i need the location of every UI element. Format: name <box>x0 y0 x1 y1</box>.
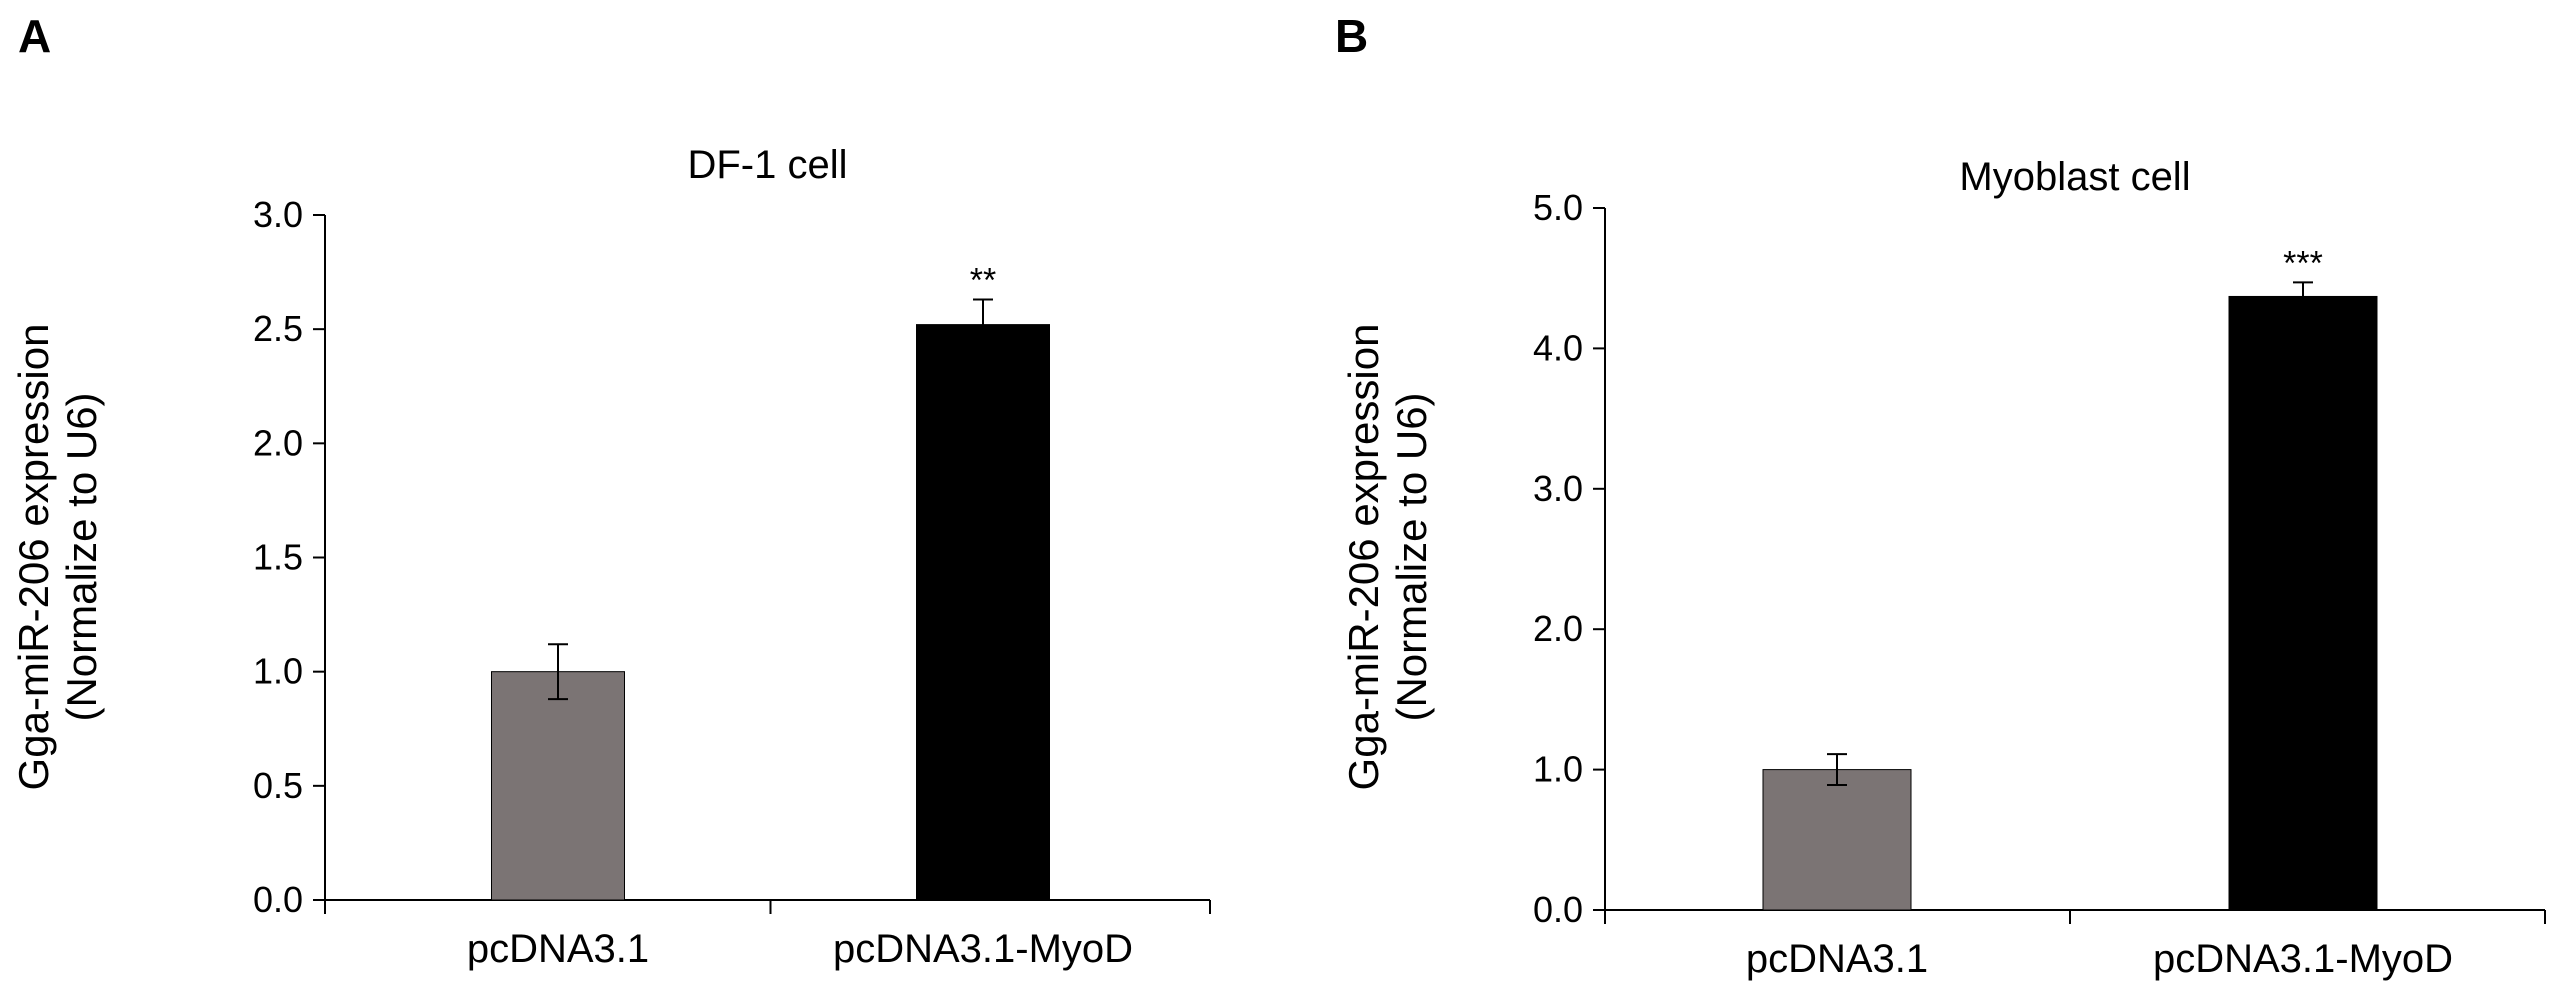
panel-letter: A <box>18 10 51 62</box>
bar <box>491 671 625 901</box>
y-axis-label-line: (Normalize to U6) <box>58 392 105 721</box>
panel-letter: B <box>1335 10 1368 62</box>
y-tick-label: 0.0 <box>1533 889 1583 930</box>
y-tick-label: 2.0 <box>253 422 303 463</box>
y-axis-label: Gga-miR-206 expression(Normalize to U6) <box>10 324 105 791</box>
bar <box>1762 769 1912 911</box>
y-tick-label: 2.0 <box>1533 608 1583 649</box>
bar <box>916 324 1050 901</box>
x-category-label: pcDNA3.1-MyoD <box>2153 937 2453 981</box>
y-axis-label-line: (Normalize to U6) <box>1388 392 1435 721</box>
chart-title: DF-1 cell <box>687 143 847 187</box>
y-tick-label: 1.5 <box>253 537 303 578</box>
x-category-label: pcDNA3.1 <box>1746 937 1928 981</box>
y-tick-label: 1.0 <box>1533 749 1583 790</box>
chart-title: Myoblast cell <box>1959 155 2190 199</box>
significance-label: *** <box>2283 244 2323 282</box>
y-tick-label: 2.5 <box>253 308 303 349</box>
y-tick-label: 3.0 <box>253 194 303 235</box>
x-category-label: pcDNA3.1-MyoD <box>833 927 1133 971</box>
y-tick-label: 0.0 <box>253 879 303 920</box>
y-tick-label: 1.0 <box>253 651 303 692</box>
chart-panel-b: B Myoblast cell Gga-miR-206 expression(Nor… <box>1335 10 2546 981</box>
y-axis-label: Gga-miR-206 expression(Normalize to U6) <box>1340 324 1435 791</box>
x-category-label: pcDNA3.1 <box>467 927 649 971</box>
chart-panel-a: A DF-1 cell Gga-miR-206 expression(Normali… <box>10 10 1211 971</box>
y-tick-label: 4.0 <box>1533 327 1583 368</box>
y-tick-label: 0.5 <box>253 765 303 806</box>
y-tick-label: 3.0 <box>1533 468 1583 509</box>
y-tick-label: 5.0 <box>1533 187 1583 228</box>
y-axis-label-line: Gga-miR-206 expression <box>1340 324 1387 791</box>
bar <box>2228 295 2378 911</box>
significance-label: ** <box>970 261 996 299</box>
y-axis-label-line: Gga-miR-206 expression <box>10 324 57 791</box>
